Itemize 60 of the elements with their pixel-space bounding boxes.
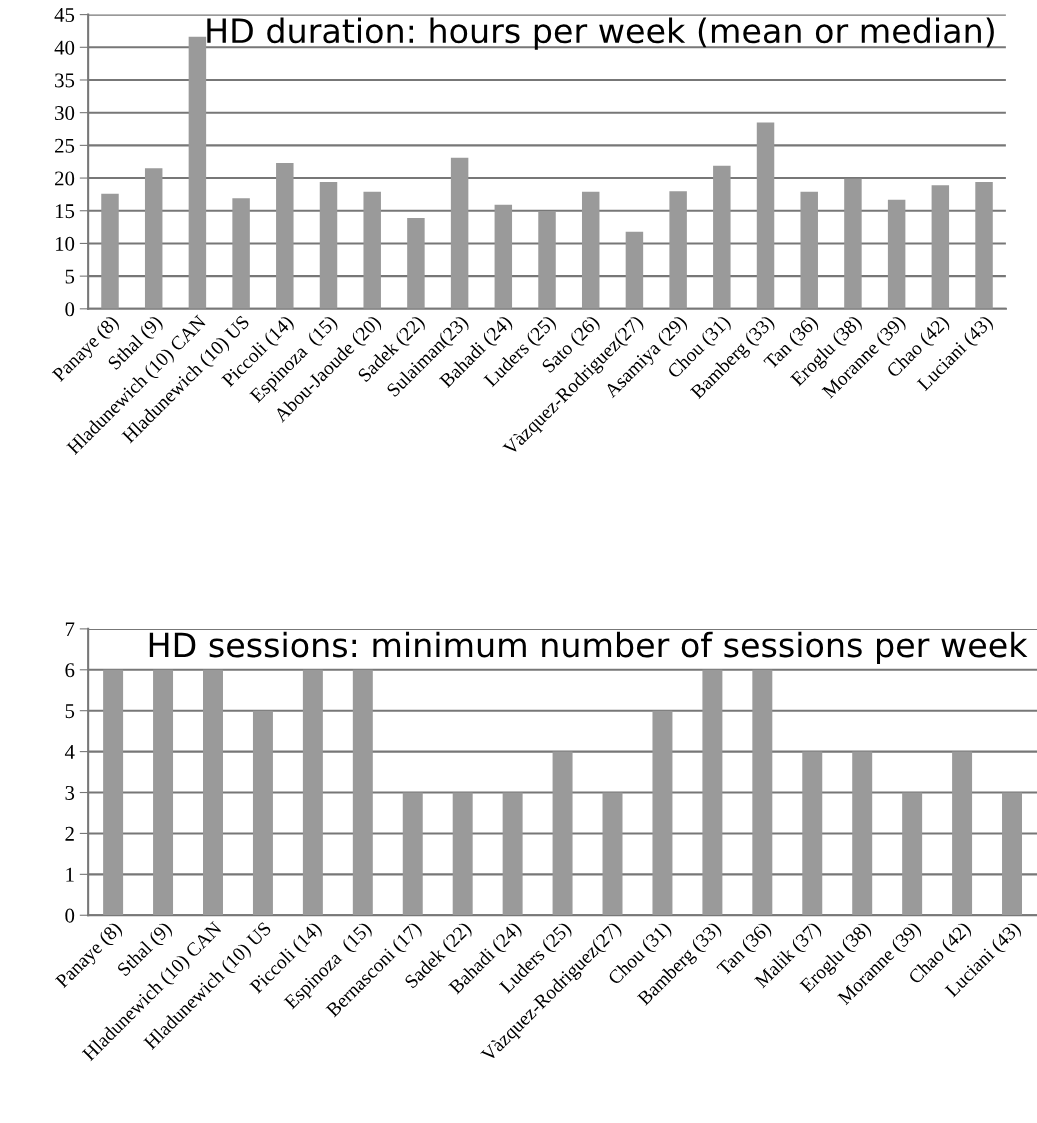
y-tick-label: 20 [55, 171, 75, 186]
chart-title: HD sessions: minimum number of sessions per week [149, 631, 1028, 664]
bar [452, 792, 473, 916]
bar [101, 193, 119, 309]
bar [652, 710, 673, 916]
y-tick-label: 30 [55, 106, 75, 121]
bar [494, 204, 513, 309]
bar [625, 231, 644, 309]
bar [402, 792, 423, 916]
bar [902, 792, 923, 916]
bar [252, 710, 273, 916]
bar [952, 751, 973, 916]
bar [1002, 792, 1023, 916]
y-tick-label: 0 [65, 908, 75, 923]
y-tick-label: 0 [65, 302, 75, 317]
y-tick-label: 40 [54, 40, 75, 55]
bar [276, 163, 294, 309]
bar [975, 181, 993, 309]
y-tick-label: 15 [55, 204, 75, 219]
y-tick-label: 35 [55, 73, 75, 88]
y-tick-label: 7 [65, 622, 75, 637]
y-tick-label: 3 [65, 785, 75, 800]
y-tick-label: 4 [64, 745, 75, 759]
y-tick-label: 25 [55, 138, 75, 153]
bar [407, 217, 425, 309]
bar [752, 669, 773, 916]
bar [538, 211, 556, 309]
bar [144, 168, 163, 309]
y-tick-label: 1 [66, 867, 74, 882]
bar [188, 36, 207, 309]
bar [756, 122, 775, 309]
bar [502, 792, 523, 916]
y-tick-label: 6 [65, 663, 75, 678]
y-tick-label: 5 [65, 704, 75, 719]
y-tick-label: 2 [65, 826, 74, 841]
bar [302, 669, 323, 916]
bar [552, 751, 573, 916]
bar [702, 669, 723, 916]
bar [363, 191, 381, 309]
bar [844, 178, 862, 309]
bar [800, 191, 818, 309]
chart-title: HD duration: hours per week (mean or median) [207, 17, 994, 50]
bar [103, 669, 124, 916]
bar [203, 669, 223, 916]
bar [887, 199, 906, 309]
bar [713, 165, 731, 309]
bar [153, 669, 174, 916]
bar [352, 669, 373, 916]
bar [669, 191, 687, 309]
bar [852, 751, 873, 916]
bar [931, 185, 950, 309]
bar [602, 792, 623, 916]
bar [802, 751, 823, 916]
bar [450, 157, 469, 309]
bar [319, 181, 338, 309]
y-tick-label: 10 [55, 236, 75, 251]
bar [581, 191, 600, 309]
y-tick-label: 5 [65, 269, 75, 284]
y-tick-label: 45 [54, 8, 75, 23]
bar [232, 198, 250, 309]
